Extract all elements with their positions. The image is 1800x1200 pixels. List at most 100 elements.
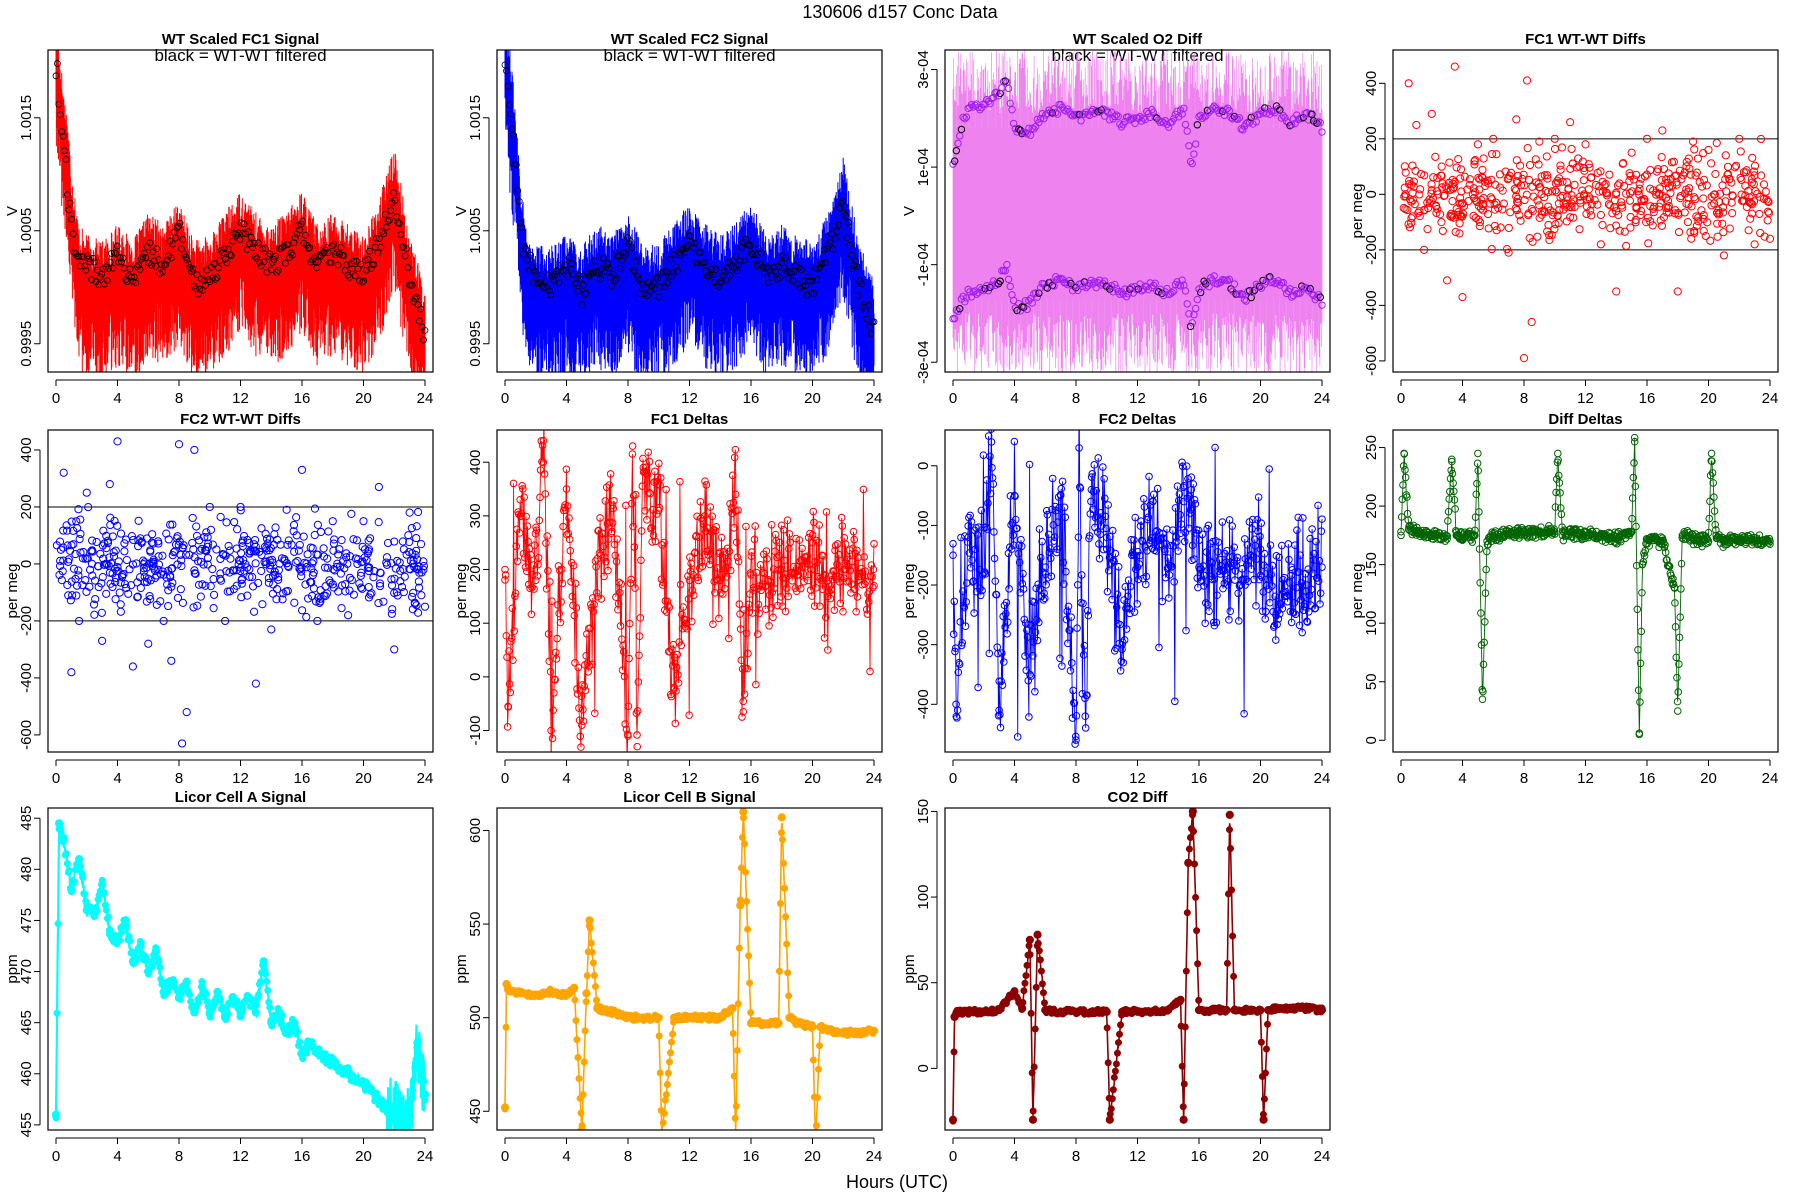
x-tick-label: 12 (232, 770, 249, 787)
delta-point (752, 680, 760, 689)
delta-key-point (1630, 437, 1639, 446)
delta-point (1184, 524, 1193, 533)
delta-point (1308, 569, 1317, 578)
delta-point (818, 585, 827, 594)
delta-point (1112, 603, 1121, 611)
diff-point (413, 608, 423, 617)
delta-point (1706, 471, 1715, 480)
diff-point (188, 538, 197, 548)
diff-point (390, 537, 399, 546)
y-tick-label: -400 (1363, 290, 1380, 320)
delta-point (1279, 575, 1287, 584)
signal-point (408, 1095, 416, 1103)
diff-point (173, 560, 182, 569)
filtered-point (118, 258, 125, 266)
diff-point (1512, 156, 1521, 165)
delta-key-point (854, 576, 863, 585)
diff-point (1590, 195, 1599, 205)
diff-point (301, 580, 310, 589)
o2-lower-point (1026, 294, 1035, 303)
delta-point (726, 499, 734, 508)
delta-point (505, 680, 514, 688)
delta-point (994, 711, 1003, 720)
delta-point (1628, 494, 1637, 502)
filtered-point (88, 276, 96, 284)
o2-lower-point (1006, 282, 1014, 291)
delta-point (1113, 590, 1122, 599)
diff-point (1585, 193, 1594, 202)
delta-point (518, 482, 526, 490)
diff-point (315, 598, 324, 607)
delta-key-point (949, 551, 957, 560)
signal-point (816, 1042, 824, 1050)
diff-point (197, 544, 206, 553)
diff-point (353, 559, 362, 569)
diff-outlier-point (1504, 248, 1513, 257)
o2-upper-point (1185, 142, 1193, 150)
delta-point (521, 563, 530, 571)
filtered-point (82, 266, 90, 274)
delta-point (780, 556, 789, 565)
delta-point (1077, 571, 1086, 579)
o2-upper-point (1009, 119, 1018, 128)
signal-key-point (121, 916, 130, 925)
diff-point (1619, 182, 1629, 191)
delta-point (1119, 658, 1128, 667)
delta-point (788, 576, 796, 585)
diff-outlier-point (1473, 140, 1482, 149)
delta-point (1673, 697, 1682, 706)
diff-point (366, 590, 375, 599)
diff-point (375, 579, 385, 588)
diff-point (1695, 177, 1704, 187)
diff-point (1711, 169, 1720, 179)
o2-upper-point (1164, 123, 1173, 131)
x-tick-label: 8 (1072, 770, 1080, 787)
delta-key-point (1612, 535, 1621, 543)
diff-point (90, 610, 99, 619)
delta-key-point (547, 726, 555, 735)
diff-point (59, 556, 68, 565)
delta-point (1103, 587, 1112, 596)
delta-point (731, 445, 740, 454)
diff-point (89, 600, 99, 609)
diff-point (1598, 220, 1607, 230)
filtered-point (403, 245, 410, 252)
delta-point (1014, 549, 1023, 558)
delta-point (1510, 533, 1519, 542)
diff-point (1674, 210, 1683, 219)
delta-point (1567, 532, 1576, 541)
filtered-point (565, 254, 573, 262)
delta-point (1204, 521, 1213, 530)
delta-key-point (624, 732, 632, 740)
diff-point (1566, 164, 1575, 173)
diff-point (181, 550, 191, 559)
diff-point (1448, 175, 1457, 185)
diff-point (149, 539, 158, 548)
delta-point (572, 604, 581, 612)
delta-point (1472, 490, 1481, 499)
delta-point (1628, 514, 1636, 523)
delta-point (755, 609, 763, 618)
diff-point (1457, 199, 1466, 208)
diff-point (289, 527, 298, 536)
x-tick-label: 0 (52, 390, 60, 407)
o2-lower-point (1031, 289, 1040, 297)
delta-key-point (952, 700, 960, 709)
signal-point (63, 860, 71, 868)
diff-outlier-point (128, 662, 137, 671)
signal-point (809, 1056, 817, 1064)
signal-point (776, 900, 784, 908)
filtered-point (189, 265, 197, 273)
o2-lower-point (1178, 276, 1186, 284)
delta-key-point (1149, 497, 1157, 506)
delta-point (1475, 508, 1483, 516)
delta-key-point (1712, 531, 1720, 540)
o2-upper-point (1234, 115, 1242, 124)
delta-point (1637, 627, 1646, 636)
delta-point (951, 647, 959, 656)
filtered-point (507, 110, 515, 118)
delta-point (1710, 493, 1718, 502)
diff-point (236, 549, 246, 558)
diff-point (135, 573, 145, 582)
diff-point (1596, 167, 1605, 176)
